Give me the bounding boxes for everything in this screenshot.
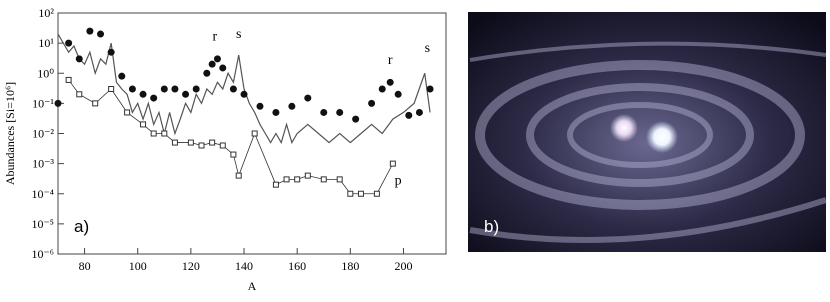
- panel-b: b): [468, 12, 827, 252]
- panel-a: 10⁻⁶ 10⁻⁵ 10⁻⁴ 10⁻³ 10⁻² 10⁻¹ 10⁰ 10¹ 10² 80 100 12…: [3, 6, 447, 293]
- square-marker: [230, 151, 237, 158]
- dot-marker: [150, 94, 158, 102]
- dot-marker: [320, 108, 328, 116]
- x-tick-label: 140: [235, 259, 253, 273]
- dot-marker: [405, 111, 413, 119]
- x-tick-label: 120: [182, 259, 200, 273]
- x-axis-label: A: [248, 279, 257, 293]
- square-marker: [92, 100, 99, 107]
- square-marker: [124, 109, 131, 116]
- x-tick-label: 200: [394, 259, 412, 273]
- square-marker: [357, 190, 364, 197]
- dot-marker: [288, 102, 296, 110]
- star: [610, 114, 638, 142]
- square-marker: [161, 130, 168, 137]
- star: [646, 121, 678, 153]
- dot-marker: [219, 64, 227, 72]
- y-tick-label: 10⁻⁴: [31, 187, 54, 201]
- square-marker: [65, 76, 72, 83]
- dot-marker: [229, 85, 237, 93]
- square-marker: [150, 130, 157, 137]
- dot-marker: [426, 85, 434, 93]
- dot-marker: [128, 85, 136, 93]
- dot-marker: [118, 72, 126, 80]
- square-marker: [108, 86, 115, 93]
- square-marker: [283, 176, 290, 183]
- square-marker: [171, 139, 178, 146]
- y-tick-label: 10¹: [38, 36, 54, 50]
- dot-marker: [139, 90, 147, 98]
- y-tick-label: 10²: [38, 6, 54, 20]
- square-marker: [304, 172, 311, 179]
- x-tick-label: 80: [79, 259, 91, 273]
- dot-marker: [160, 85, 168, 93]
- y-tick-label: 10⁻¹: [32, 96, 54, 110]
- dot-marker: [304, 94, 312, 102]
- panel-label: a): [74, 217, 89, 236]
- annotation: s: [425, 41, 430, 56]
- square-marker: [251, 130, 258, 137]
- dot-marker: [240, 90, 248, 98]
- dot-marker: [415, 108, 423, 116]
- y-tick-label: 10⁻⁵: [31, 217, 54, 231]
- annotation: p: [395, 174, 402, 189]
- dot-marker: [352, 115, 360, 123]
- dot-marker: [192, 85, 200, 93]
- x-tick-label: 160: [288, 259, 306, 273]
- dot-marker: [256, 102, 264, 110]
- dot-marker: [394, 90, 402, 98]
- dot-marker: [97, 30, 105, 38]
- square-marker: [320, 176, 327, 183]
- dot-marker: [272, 108, 280, 116]
- y-tick-label: 10⁻⁶: [31, 247, 54, 261]
- y-axis-label: Abundances [Si=10⁶]: [3, 82, 17, 185]
- annotation: r: [388, 53, 393, 68]
- dot-marker: [182, 90, 190, 98]
- annotation: s: [236, 27, 241, 42]
- square-marker: [140, 121, 147, 128]
- dot-marker: [213, 55, 221, 63]
- dot-marker: [208, 60, 216, 68]
- spiral-waves: [469, 41, 827, 243]
- square-marker: [373, 190, 380, 197]
- square-marker: [198, 142, 205, 149]
- y-tick-label: 10⁰: [37, 66, 54, 80]
- dot-marker: [171, 85, 179, 93]
- square-marker: [336, 176, 343, 183]
- square-marker: [235, 172, 242, 179]
- annotation: r: [212, 30, 217, 45]
- square-marker: [219, 142, 226, 149]
- dot-marker: [107, 48, 115, 56]
- dot-marker: [386, 78, 394, 86]
- dot-marker: [54, 99, 62, 107]
- dot-marker: [368, 99, 376, 107]
- square-marker: [187, 139, 194, 146]
- x-tick-label: 180: [341, 259, 359, 273]
- square-marker: [76, 91, 83, 98]
- dot-marker: [203, 69, 211, 77]
- dot-marker: [75, 55, 83, 63]
- dot-marker: [378, 85, 386, 93]
- panel-label: b): [484, 217, 499, 236]
- square-marker: [272, 181, 279, 188]
- square-marker: [209, 139, 216, 146]
- dot-marker: [336, 108, 344, 116]
- square-marker: [389, 160, 396, 167]
- square-marker: [294, 176, 301, 183]
- y-tick-label: 10⁻³: [32, 157, 54, 171]
- y-tick-label: 10⁻²: [32, 127, 54, 141]
- dot-marker: [86, 27, 94, 35]
- dot-marker: [65, 39, 73, 47]
- x-tick-label: 100: [129, 259, 147, 273]
- square-marker: [347, 190, 354, 197]
